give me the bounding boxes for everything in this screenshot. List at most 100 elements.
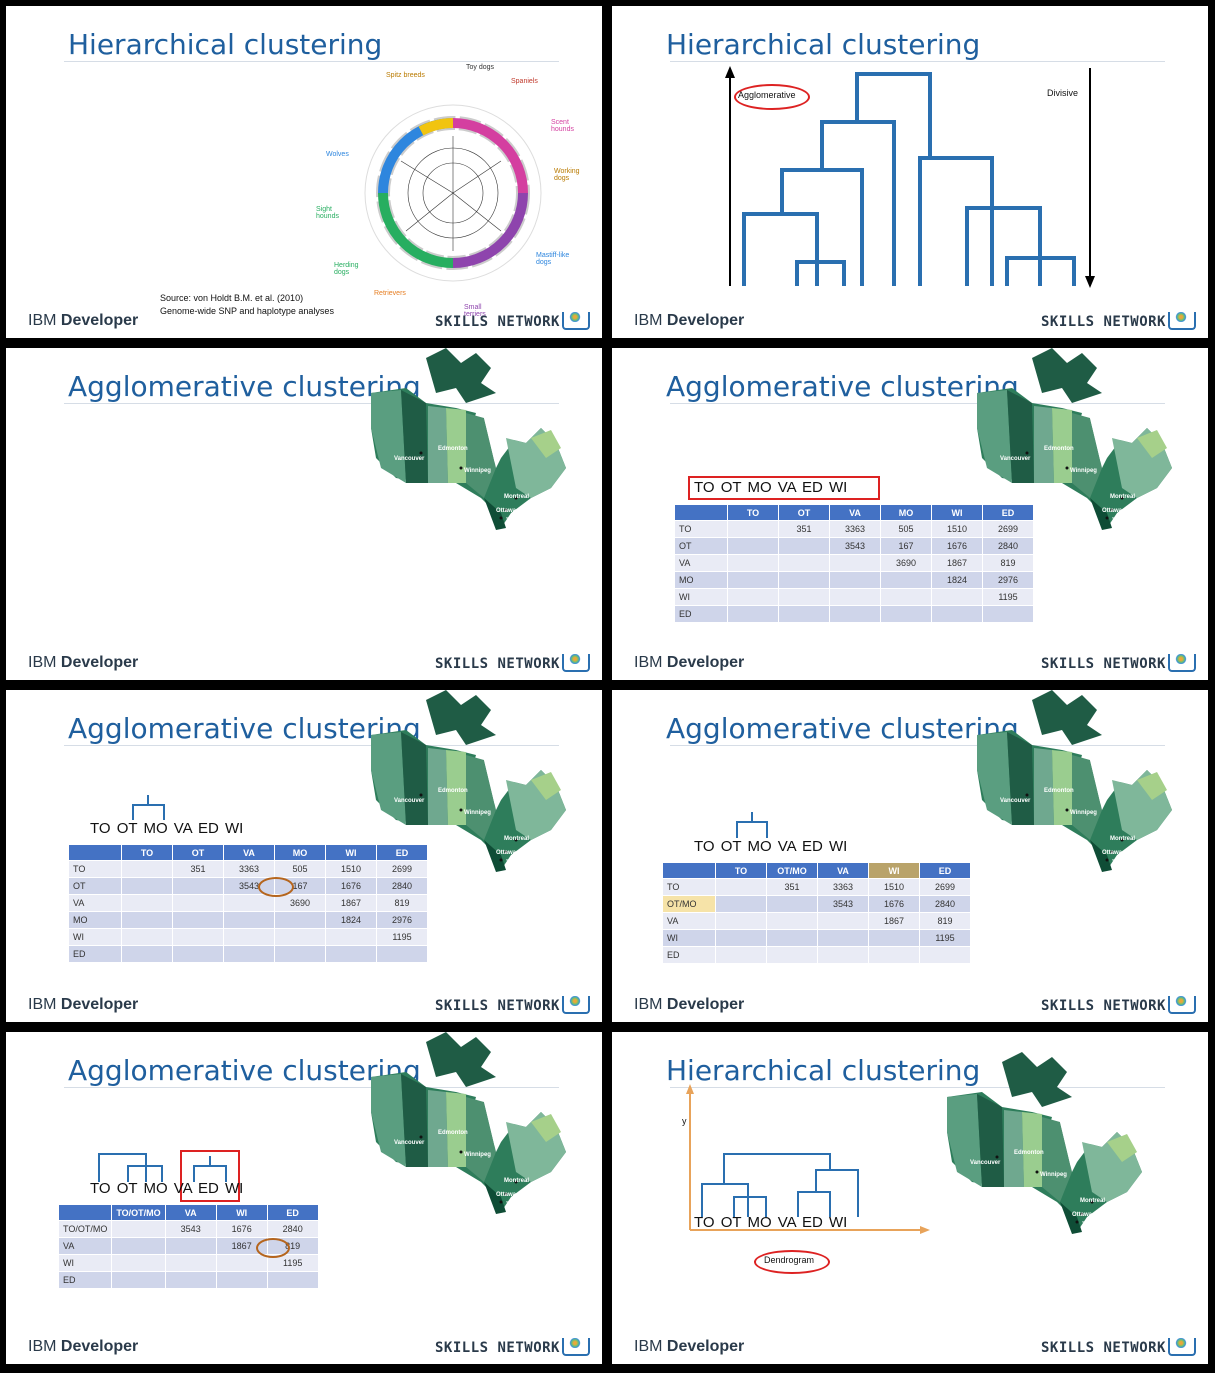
matrix-cell xyxy=(274,928,326,946)
group-label-sight: Sight hounds xyxy=(316,206,339,220)
table-row: VA 1867 819 xyxy=(662,912,971,930)
skills-network-logo: SKILLS NETWORK xyxy=(434,656,560,672)
matrix-cell: ED xyxy=(662,946,716,964)
table-row: TO 351 3363 505 1510 2699 xyxy=(68,860,428,878)
matrix-cell: 2840 xyxy=(376,877,428,895)
matrix-cell xyxy=(778,571,830,589)
ibm-developer-logo: IBM Developer xyxy=(634,654,745,671)
city-label-edmonton: Edmonton xyxy=(1044,446,1074,452)
matrix-cell: 1824 xyxy=(325,911,377,929)
cluster-labels: TO OT MO VA ED WI xyxy=(694,479,848,496)
table-row: ED xyxy=(68,945,428,963)
matrix-cell xyxy=(727,520,779,538)
matrix-cell: 1510 xyxy=(325,860,377,878)
matrix-cell: 3363 xyxy=(223,860,275,878)
matrix-cell xyxy=(121,945,173,963)
city-label-toronto: Toronto xyxy=(1082,1222,1105,1228)
matrix-header: VA xyxy=(164,1204,217,1221)
matrix-header xyxy=(674,504,728,521)
matrix-header: OT/MO xyxy=(766,862,818,879)
matrix-cell: 819 xyxy=(919,912,971,930)
title-underline xyxy=(64,745,559,746)
city-label-ottawa: Ottawa xyxy=(496,850,517,856)
city-label-edmonton: Edmonton xyxy=(438,1130,468,1136)
group-label-mastiff: Mastiff-like dogs xyxy=(536,252,570,266)
city-label-vancouver: Vancouver xyxy=(1000,798,1031,804)
distance-matrix: TO OT/MO VA WI ED TO 351 3363 1510 2699 OT/MO 3543 1… xyxy=(662,862,971,964)
table-row: ED xyxy=(57,1271,319,1289)
cluster-labels: TO OT MO VA ED WI xyxy=(90,1180,244,1197)
matrix-cell: WI xyxy=(662,929,716,947)
agglomerative-oval xyxy=(734,84,810,110)
slide-title: Agglomerative clustering xyxy=(68,712,421,745)
partial-dendrogram xyxy=(98,1153,227,1182)
table-row: WI 1195 xyxy=(68,928,428,946)
city-label-winnipeg: Winnipeg xyxy=(464,1152,491,1158)
ibm-developer-logo: IBM Developer xyxy=(634,312,745,329)
canada-map-container: Vancouver Edmonton Winnipeg Montreal Ottawa T… xyxy=(366,348,586,543)
matrix-cell xyxy=(172,945,224,963)
source-line-1: Source: von Holdt B.M. et al. (2010) xyxy=(160,293,304,303)
matrix-cell xyxy=(223,894,275,912)
ibm-developer-logo: IBM Developer xyxy=(28,1338,139,1355)
matrix-cell xyxy=(766,929,818,947)
matrix-cell xyxy=(715,912,767,930)
canada-map: Vancouver Edmonton Winnipeg Montreal Ottawa T… xyxy=(977,690,1172,872)
matrix-cell: MO xyxy=(674,571,728,589)
city-label-ottawa: Ottawa xyxy=(1102,508,1123,514)
matrix-cell: 1824 xyxy=(931,571,983,589)
skills-network-logo: SKILLS NETWORK xyxy=(1040,998,1166,1014)
slide-6: Agglomerative clustering Vancouver Edmont… xyxy=(612,690,1208,1022)
group-label-toy: Toy dogs xyxy=(466,64,495,71)
skills-network-logo: SKILLS NETWORK xyxy=(1040,1340,1166,1356)
matrix-cell: 2840 xyxy=(982,537,1034,555)
table-row: WI 1195 xyxy=(57,1254,319,1272)
matrix-cell: TO xyxy=(674,520,728,538)
partial-dendrogram xyxy=(132,795,165,820)
skills-network-logo: SKILLS NETWORK xyxy=(1040,656,1166,672)
matrix-cell xyxy=(121,860,173,878)
cluster-labels-box xyxy=(688,476,880,500)
matrix-cell xyxy=(727,588,779,606)
table-row: VA 3690 1867 819 xyxy=(68,894,428,912)
matrix-cell xyxy=(172,911,224,929)
canada-map-container: Vancouver Edmonton Winnipeg Montreal Ottawa T… xyxy=(366,1032,586,1227)
matrix-cell: 505 xyxy=(274,860,326,878)
city-label-edmonton: Edmonton xyxy=(1014,1150,1044,1156)
ibm-developer-logo: IBM Developer xyxy=(634,996,745,1013)
cluster-labels: TO OT MO VA ED WI xyxy=(90,820,244,837)
city-label-vancouver: Vancouver xyxy=(394,798,425,804)
matrix-cell xyxy=(880,571,932,589)
matrix-header: OT xyxy=(172,844,224,861)
matrix-cell: VA xyxy=(57,1237,113,1255)
skills-network-icon xyxy=(1168,996,1196,1014)
matrix-cell: 2699 xyxy=(982,520,1034,538)
matrix-cell xyxy=(164,1254,217,1272)
matrix-cell xyxy=(266,1271,319,1289)
city-label-montreal: Montreal xyxy=(504,494,529,500)
matrix-header xyxy=(57,1204,113,1221)
group-label-terriers: Small terriers xyxy=(464,304,486,318)
merge-highlight-box xyxy=(180,1150,240,1202)
title-underline xyxy=(670,403,1165,404)
cluster-labels: TO OT MO VA ED WI xyxy=(694,1214,848,1231)
distance-matrix: TO OT VA MO WI ED TO 351 3363 505 1510 2699 OT 3543 16… xyxy=(68,844,428,963)
matrix-cell xyxy=(880,588,932,606)
matrix-header: VA xyxy=(829,504,881,521)
city-label-edmonton: Edmonton xyxy=(1044,788,1074,794)
matrix-cell: TO xyxy=(68,860,122,878)
ibm-developer-logo: IBM Developer xyxy=(28,654,139,671)
matrix-cell: 351 xyxy=(172,860,224,878)
matrix-cell: 819 xyxy=(376,894,428,912)
dendrogram-oval xyxy=(754,1250,830,1274)
matrix-header xyxy=(662,862,716,879)
matrix-cell xyxy=(829,605,881,623)
matrix-cell xyxy=(982,605,1034,623)
matrix-header: ED xyxy=(982,504,1034,521)
matrix-cell xyxy=(121,877,173,895)
agglomerative-label: Agglomerative xyxy=(738,90,796,100)
min-distance-highlight xyxy=(256,1238,290,1258)
matrix-cell: 2976 xyxy=(376,911,428,929)
matrix-cell: ED xyxy=(57,1271,113,1289)
matrix-cell xyxy=(111,1254,166,1272)
